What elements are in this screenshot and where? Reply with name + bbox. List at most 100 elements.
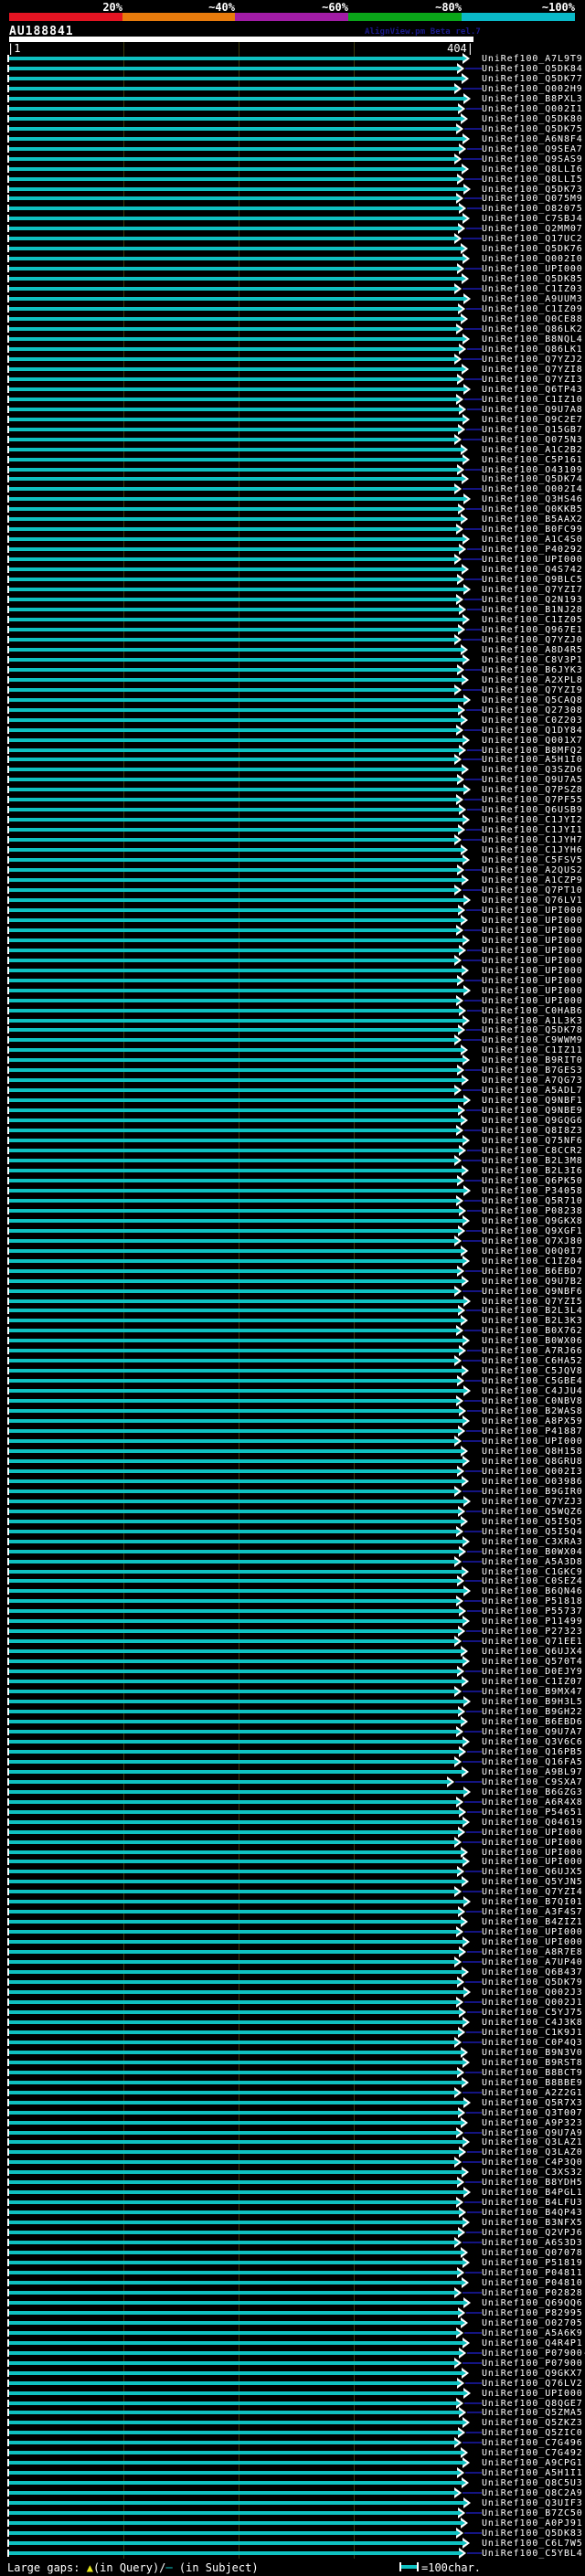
hit-label[interactable]: UniRef100_P40292 xyxy=(482,545,583,555)
hit-label[interactable]: UniRef100_Q002I0 xyxy=(482,254,583,264)
hit-label[interactable]: UniRef100_P54651 xyxy=(482,1807,583,1818)
hit-label[interactable]: UniRef100_Q5R7X3 xyxy=(482,2098,583,2108)
hit-label[interactable]: UniRef100_Q5DK85 xyxy=(482,274,583,284)
hit-label[interactable]: UniRef100_C3XRA3 xyxy=(482,1537,583,1547)
hit-label[interactable]: UniRef100_Q9SEA7 xyxy=(482,144,583,154)
hit-label[interactable]: UniRef100_UPI000.. xyxy=(482,976,585,986)
hit-label[interactable]: UniRef100_Q9SAS9 xyxy=(482,154,583,164)
hit-label[interactable]: UniRef100_P02828 xyxy=(482,2288,583,2298)
hit-label[interactable]: UniRef100_Q3LAZ0 xyxy=(482,2147,583,2157)
hit-label[interactable]: UniRef100_P07900-2 xyxy=(482,2348,585,2359)
hit-label[interactable]: UniRef100_UPI000.. xyxy=(482,1838,585,1848)
hit-label[interactable]: UniRef100_Q002H9 xyxy=(482,84,583,94)
hit-label[interactable]: UniRef100_Q8GRU8 xyxy=(482,1457,583,1467)
hit-label[interactable]: UniRef100_C1IZ10 xyxy=(482,395,583,405)
hit-label[interactable]: UniRef100_A7RJ66 xyxy=(482,1346,583,1356)
hit-label[interactable]: UniRef100_Q6TP43 xyxy=(482,385,583,395)
hit-label[interactable]: UniRef100_Q5DK73 xyxy=(482,185,583,195)
hit-label[interactable]: UniRef100_A7QG73 xyxy=(482,1076,583,1086)
hit-label[interactable]: UniRef100_Q5DK74 xyxy=(482,474,583,484)
hit-label[interactable]: UniRef100_C1IZ03 xyxy=(482,284,583,294)
hit-label[interactable]: UniRef100_UPI000.. xyxy=(482,996,585,1006)
hit-label[interactable]: UniRef100_Q9XGF1 xyxy=(482,1226,583,1236)
hit-label[interactable]: UniRef100_A8R7E8 xyxy=(482,1947,583,1957)
hit-label[interactable]: UniRef100_Q9BLC5 xyxy=(482,575,583,585)
hit-label[interactable]: UniRef100_D0EJY9 xyxy=(482,1667,583,1677)
hit-label[interactable]: UniRef100_Q76LV2 xyxy=(482,2379,583,2389)
hit-label[interactable]: UniRef100_Q3HS46 xyxy=(482,494,583,504)
hit-label[interactable]: UniRef100_Q5DK79 xyxy=(482,1977,583,1988)
hit-label[interactable]: UniRef100_Q075N3 xyxy=(482,435,583,445)
hit-label[interactable]: UniRef100_C3XS32 xyxy=(482,2168,583,2178)
hit-label[interactable]: UniRef100_Q7XJ80 xyxy=(482,1236,583,1246)
hit-label[interactable]: UniRef100_C1IZ05 xyxy=(482,615,583,625)
hit-label[interactable]: UniRef100_Q5CAQ8 xyxy=(482,695,583,705)
hit-label[interactable]: UniRef100_Q4S742 xyxy=(482,565,583,575)
hit-label[interactable]: UniRef100_Q002I1 xyxy=(482,104,583,114)
hit-label[interactable]: UniRef100_B2WAS8 xyxy=(482,1406,583,1416)
hit-label[interactable]: UniRef100_A9BL97 xyxy=(482,1767,583,1777)
hit-label[interactable]: UniRef100_Q5DK83 xyxy=(482,2528,583,2539)
hit-label[interactable]: UniRef100_Q9U7A7 xyxy=(482,1727,583,1737)
hit-label[interactable]: UniRef100_UPI000.. xyxy=(482,1927,585,1937)
hit-label[interactable]: UniRef100_Q5YJN5 xyxy=(482,1877,583,1887)
hit-label[interactable]: UniRef100_UPI000.. xyxy=(482,1848,585,1858)
hit-label[interactable]: UniRef100_Q7YZI7 xyxy=(482,585,583,595)
hit-label[interactable]: UniRef100_B0WX04 xyxy=(482,1547,583,1557)
hit-label[interactable]: UniRef100_Q9NBE9 xyxy=(482,1106,583,1116)
hit-label[interactable]: UniRef100_C8CCR2 xyxy=(482,1146,583,1156)
hit-label[interactable]: UniRef100_B4QP43 xyxy=(482,2208,583,2218)
hit-label[interactable]: UniRef100_Q3SZD6 xyxy=(482,765,583,775)
hit-label[interactable]: UniRef100_Q6UJX5 xyxy=(482,1867,583,1877)
hit-label[interactable]: UniRef100_A7L9T9 xyxy=(482,54,583,64)
hit-label[interactable]: UniRef100_Q967E1 xyxy=(482,625,583,635)
hit-label[interactable]: UniRef100_P11499 xyxy=(482,1617,583,1627)
hit-label[interactable]: UniRef100_C1JYH6 xyxy=(482,845,583,855)
hit-label[interactable]: UniRef100_P04810 xyxy=(482,2278,583,2288)
hit-label[interactable]: UniRef100_Q6UJX4 xyxy=(482,1647,583,1657)
hit-label[interactable]: UniRef100_P55737 xyxy=(482,1606,583,1617)
hit-label[interactable]: UniRef100_Q75NF6 xyxy=(482,1136,583,1146)
hit-label[interactable]: UniRef100_A6S3D3 xyxy=(482,2238,583,2248)
hit-label[interactable]: UniRef100_Q4R4P1 xyxy=(482,2338,583,2348)
hit-label[interactable]: UniRef100_B9GIR0 xyxy=(482,1487,583,1497)
hit-label[interactable]: UniRef100_B8YDH5 xyxy=(482,2178,583,2188)
hit-label[interactable]: UniRef100_B9GH22 xyxy=(482,1707,583,1717)
hit-label[interactable]: UniRef100_C1JYI2 xyxy=(482,815,583,825)
hit-label[interactable]: UniRef100_Q9C2E7 xyxy=(482,415,583,425)
hit-label[interactable]: UniRef100_Q86LK1 xyxy=(482,345,583,355)
hit-label[interactable]: UniRef100_A1L3K3 xyxy=(482,1016,583,1026)
hit-label[interactable]: UniRef100_B8PXL3 xyxy=(482,94,583,104)
hit-label[interactable]: UniRef100_Q5DK77 xyxy=(482,74,583,84)
hit-label[interactable]: UniRef100_Q7YZI5 xyxy=(482,1297,583,1307)
hit-label[interactable]: UniRef100_C8V3P1 xyxy=(482,655,583,665)
hit-label[interactable]: UniRef100_B2L3K3 xyxy=(482,1316,583,1326)
hit-label[interactable]: UniRef100_Q9U7A8 xyxy=(482,405,583,415)
hit-label[interactable]: UniRef100_C1JYI1 xyxy=(482,825,583,835)
hit-label[interactable]: UniRef100_Q3UIF3 xyxy=(482,2498,583,2508)
hit-label[interactable]: UniRef100_Q8QGE7 xyxy=(482,2399,583,2409)
hit-label[interactable]: UniRef100_B6EBD6 xyxy=(482,1717,583,1727)
hit-label[interactable]: UniRef100_O03986 xyxy=(482,1477,583,1487)
hit-label[interactable]: UniRef100_A3F4S7 xyxy=(482,1907,583,1917)
hit-label[interactable]: UniRef100_UPI000.. xyxy=(482,986,585,996)
hit-label[interactable]: UniRef100_A0PJ91 xyxy=(482,2518,583,2528)
hit-label[interactable]: UniRef100_Q5I5Q5 xyxy=(482,1517,583,1527)
hit-label[interactable]: UniRef100_B8NQL4 xyxy=(482,334,583,345)
hit-label[interactable]: UniRef100_C1IZ07 xyxy=(482,1677,583,1687)
hit-label[interactable]: UniRef100_B2L3L4 xyxy=(482,1306,583,1316)
hit-label[interactable]: UniRef100_Q7PF55 xyxy=(482,795,583,805)
hit-label[interactable]: UniRef100_UPI000.. xyxy=(482,906,585,916)
hit-label[interactable]: UniRef100_C7G492 xyxy=(482,2448,583,2458)
hit-label[interactable]: UniRef100_B4ZIZ1 xyxy=(482,1917,583,1927)
hit-label[interactable]: UniRef100_Q570T4 xyxy=(482,1657,583,1667)
hit-label[interactable]: UniRef100_A6R4X8 xyxy=(482,1797,583,1807)
hit-label[interactable]: UniRef100_B6GZG3 xyxy=(482,1787,583,1797)
hit-label[interactable]: UniRef100_C5P161 xyxy=(482,455,583,465)
hit-label[interactable]: UniRef100_B9N3V0 xyxy=(482,2048,583,2058)
hit-label[interactable]: UniRef100_A2QUS2 xyxy=(482,865,583,875)
hit-label[interactable]: UniRef100_Q16FA5 xyxy=(482,1757,583,1767)
hit-label[interactable]: UniRef100_C5YBL4 xyxy=(482,2549,583,2559)
hit-label[interactable]: UniRef100_UPI000.. xyxy=(482,1857,585,1867)
hit-label[interactable]: UniRef100_B5AAX2 xyxy=(482,514,583,525)
